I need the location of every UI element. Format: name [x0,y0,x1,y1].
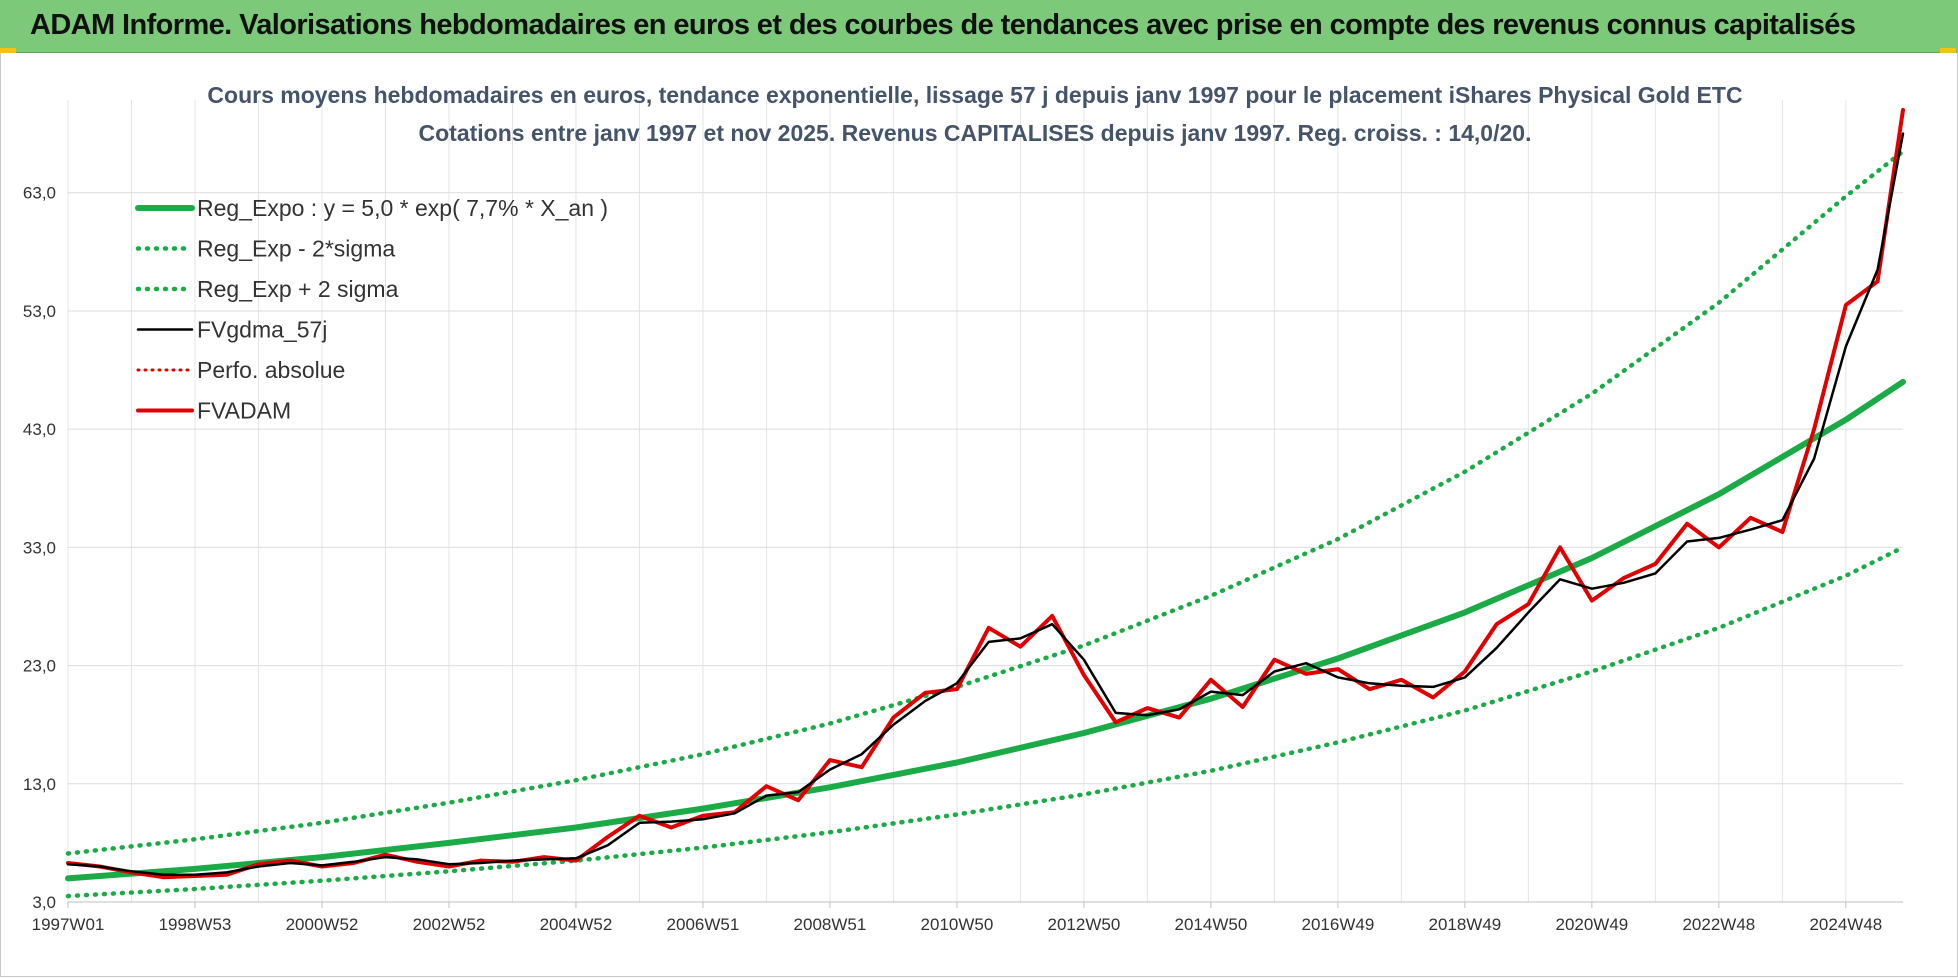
y-tick-label: 43,0 [23,420,56,439]
x-axis: 1997W01 1998W53 2000W52 2002W52 2004W52 2006W… [32,901,1903,934]
series-line-3 [66,132,1905,877]
x-tick-label: 2022W48 [1682,915,1755,934]
series-line-5 [66,108,1905,880]
y-tick-label: 63,0 [23,184,56,203]
series-line-0 [65,378,1906,882]
x-tick-label: 2008W51 [794,915,867,934]
x-tick-label: 2006W51 [667,915,740,934]
y-tick-label: 33,0 [23,538,56,557]
x-tick-label: 2000W52 [286,915,359,934]
x-tick-label: 2016W49 [1302,915,1375,934]
corner-marker-left [0,48,16,53]
legend: Reg_Expo : y = 5,0 * exp( 7,7% * X_an ) R… [135,195,608,424]
x-tick-label: 2004W52 [540,915,613,934]
legend-label: Reg_Exp - 2*sigma [197,236,395,262]
series-line-2 [65,149,1906,856]
series-line-1 [65,545,1906,899]
legend-label: FVgdma_57j [197,317,327,343]
legend-label: Reg_Exp + 2 sigma [197,276,399,302]
chart-title: Cours moyens hebdomadaires en euros, ten… [207,82,1742,108]
x-tick-label: 2020W49 [1555,915,1628,934]
x-tick-label: 1997W01 [32,915,105,934]
y-tick-label: 23,0 [23,657,56,676]
x-tick-label: 2024W48 [1809,915,1882,934]
y-axis: 3,0 13,0 23,0 33,0 43,0 53,0 63,0 [23,184,56,912]
y-tick-label: 13,0 [23,775,56,794]
x-tick-label: 2018W49 [1428,915,1501,934]
plot-area [65,108,1906,899]
legend-label: Reg_Expo : y = 5,0 * exp( 7,7% * X_an ) [197,195,608,221]
x-tick-label: 2014W50 [1175,915,1248,934]
chart-subtitle: Cotations entre janv 1997 et nov 2025. R… [419,120,1532,146]
x-tick-label: 2002W52 [413,915,486,934]
y-tick-label: 53,0 [23,302,56,321]
report-banner: ADAM Informe. Valorisations hebdomadaire… [0,0,1958,53]
x-tick-label: 1998W53 [159,915,232,934]
x-tick-label: 2010W50 [921,915,994,934]
legend-label: Perfo. absolue [197,357,345,383]
x-tick-label: 2012W50 [1048,915,1121,934]
legend-label: FVADAM [197,398,291,424]
y-tick-label: 3,0 [32,893,56,912]
corner-marker-right [1940,48,1956,53]
report-title: ADAM Informe. Valorisations hebdomadaire… [30,9,1856,41]
